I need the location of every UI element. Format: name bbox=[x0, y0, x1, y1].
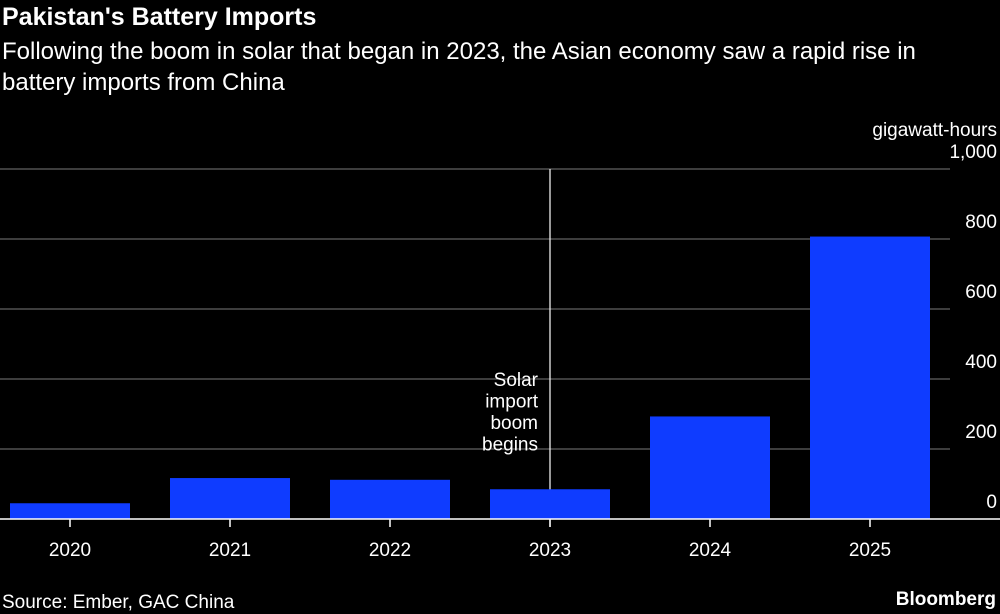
y-tick-label: 400 bbox=[965, 352, 997, 373]
bar-2024 bbox=[650, 416, 770, 519]
chart-subtitle: Following the boom in solar that began i… bbox=[2, 38, 916, 96]
grid-lines bbox=[0, 168, 950, 450]
bar-2020 bbox=[10, 503, 130, 519]
annotation-line-text: import bbox=[485, 392, 539, 413]
annotation-text: Solar import boom begins bbox=[482, 370, 539, 456]
x-tick-label: 2021 bbox=[209, 540, 251, 561]
bloomberg-logo: Bloomberg bbox=[895, 589, 996, 610]
chart-title: Pakistan's Battery Imports bbox=[2, 3, 317, 31]
bars bbox=[10, 236, 930, 520]
y-tick-label: 800 bbox=[965, 212, 997, 233]
bar-2025 bbox=[810, 236, 930, 520]
axes: 0 200 400 600 800 1,000 2020 2021 2022 2023 2024 20… bbox=[0, 142, 1000, 561]
y-tick-label: 1,000 bbox=[949, 142, 997, 163]
y-tick-label: 600 bbox=[965, 282, 997, 303]
x-tick-label: 2022 bbox=[369, 540, 411, 561]
y-axis-unit-label: gigawatt-hours bbox=[872, 120, 997, 141]
annotation-line-text: begins bbox=[482, 435, 538, 456]
source-note: Source: Ember, GAC China bbox=[2, 592, 235, 613]
x-tick-label: 2023 bbox=[529, 540, 571, 561]
bar-2021 bbox=[170, 478, 290, 519]
bar-2022 bbox=[330, 479, 450, 519]
x-tick-label: 2025 bbox=[849, 540, 891, 561]
y-tick-label: 200 bbox=[965, 422, 997, 443]
x-tick-label: 2024 bbox=[689, 540, 732, 561]
x-tick-label: 2020 bbox=[49, 540, 91, 561]
y-tick-label: 0 bbox=[986, 492, 997, 513]
bar-2023 bbox=[490, 489, 610, 519]
annotation: Solar import boom begins bbox=[482, 169, 551, 527]
annotation-line-text: Solar bbox=[494, 370, 539, 391]
annotation-line-text: boom bbox=[490, 413, 538, 434]
